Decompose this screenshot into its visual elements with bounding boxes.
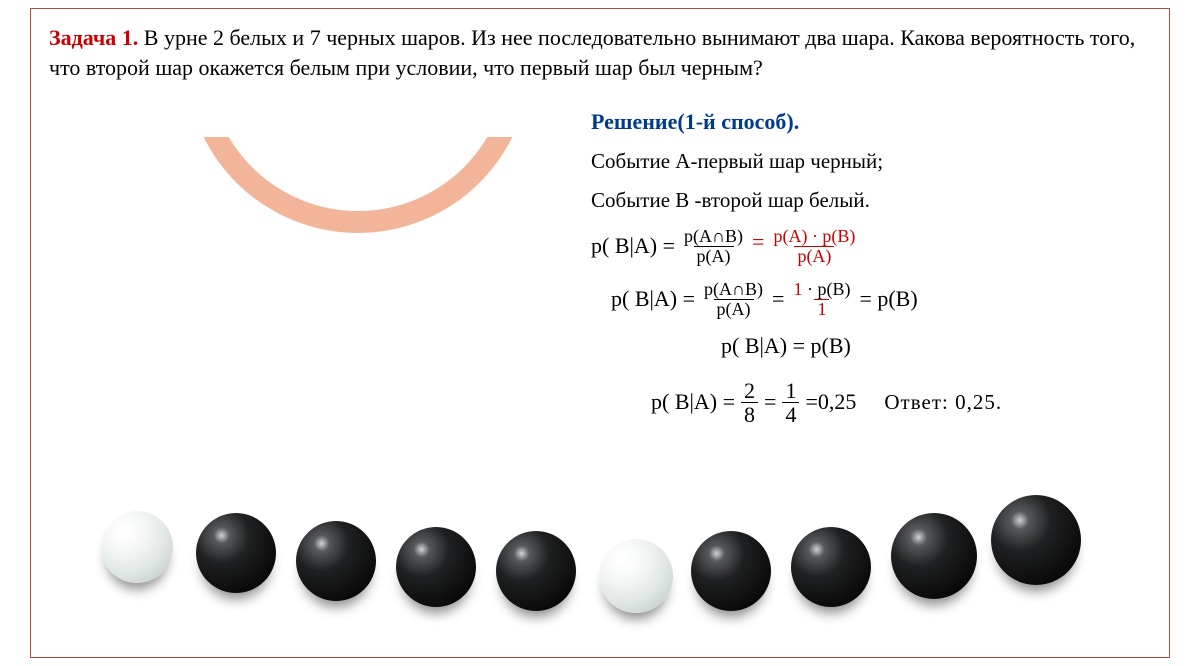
problem-statement: Задача 1. В урне 2 белых и 7 черных шаро… <box>49 23 1151 82</box>
ball-3 <box>296 521 376 601</box>
eq1-f2-num: p(A) · p(B) <box>770 227 858 246</box>
ball-1 <box>101 511 173 583</box>
page: Задача 1. В урне 2 белых и 7 черных шаро… <box>0 0 1200 666</box>
ball-9 <box>891 513 977 599</box>
eq1-frac1: p(A∩B) p(A) <box>681 227 746 266</box>
event-a: Событие А-первый шар черный; <box>591 149 1151 174</box>
balls-row <box>101 495 1061 615</box>
event-b: Событие В -второй шар белый. <box>591 188 1151 213</box>
eq4-frac1: 2 8 <box>741 379 758 426</box>
eq1-f1-den: p(A) <box>694 246 734 266</box>
answer-text: Ответ: 0,25. <box>884 390 1002 415</box>
eq4-f1-den: 8 <box>741 402 758 426</box>
task-text: В урне 2 белых и 7 черных шаров. Из нее … <box>49 25 1135 80</box>
content-frame: Задача 1. В урне 2 белых и 7 черных шаро… <box>30 8 1170 658</box>
eq4-lhs: p( B|A) = <box>651 389 735 415</box>
eq4-f1-num: 2 <box>741 379 758 402</box>
eq1-f2-den: p(A) <box>794 246 834 266</box>
ball-6 <box>599 539 673 613</box>
solution-column: Решение(1-й способ). Событие А-первый ша… <box>591 109 1151 440</box>
eq4-tail: =0,25 <box>805 389 856 415</box>
formula-2: p( B|A) = p(A∩B) p(A) = 1 · p(B) 1 = p(B… <box>611 280 1151 319</box>
eq2-f1-num: p(A∩B) <box>701 280 766 299</box>
ball-8 <box>791 527 871 607</box>
formula-1: p( B|A) = p(A∩B) p(A) = p(A) · p(B) p(A) <box>591 227 1151 266</box>
ball-10 <box>991 495 1081 585</box>
ball-5 <box>496 531 576 611</box>
formula-3: p( B|A) = p(B) <box>721 333 1151 359</box>
eq2-frac2: 1 · p(B) 1 <box>790 280 853 319</box>
eq4-f2-num: 1 <box>782 379 799 402</box>
eq1-frac2: p(A) · p(B) p(A) <box>770 227 858 266</box>
eq2-lhs: p( B|A) = <box>611 286 695 312</box>
formula-4: p( B|A) = 2 8 = 1 4 =0,25 Ответ: 0,25. <box>651 379 1151 426</box>
eq2-frac1: p(A∩B) p(A) <box>701 280 766 319</box>
solution-title: Решение(1-й способ). <box>591 109 1151 135</box>
ball-7 <box>691 531 771 611</box>
ball-4 <box>396 527 476 607</box>
eq3-text: p( B|A) = p(B) <box>721 333 851 359</box>
eq1-lhs: p( B|A) = <box>591 233 675 259</box>
eq1-sep: = <box>752 229 764 255</box>
task-label: Задача 1. <box>49 25 138 50</box>
eq2-f2-num: 1 · p(B) <box>790 280 853 299</box>
eq2-f1-den: p(A) <box>714 299 754 319</box>
eq4-frac2: 1 4 <box>782 379 799 426</box>
ball-2 <box>196 513 276 593</box>
eq4-f2-den: 4 <box>782 402 799 426</box>
eq2-f2-den: 1 <box>814 299 829 319</box>
eq1-f1-num: p(A∩B) <box>681 227 746 246</box>
eq4-mid1: = <box>764 389 776 415</box>
eq2-mid: = <box>772 286 784 312</box>
eq2-tail: = p(B) <box>859 286 917 312</box>
